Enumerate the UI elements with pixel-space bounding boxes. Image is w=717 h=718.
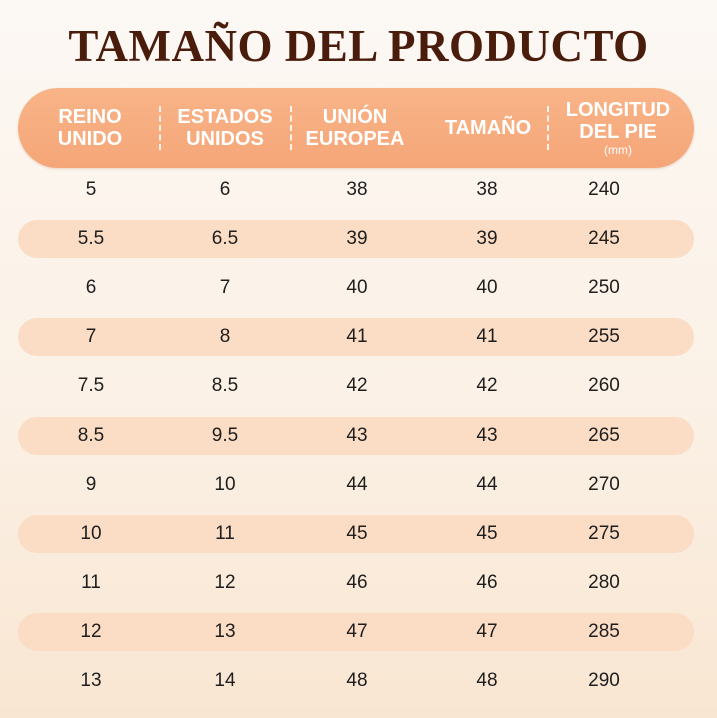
cell-eu-size: 39	[346, 228, 368, 249]
header-foot-length-line1: LONGITUD	[565, 99, 671, 121]
cell-uk-size: 5.5	[77, 228, 105, 249]
table-row: 9 10 44 44 270	[18, 466, 694, 504]
header-foot-length-unit: (mm)	[604, 143, 632, 157]
cell-size: 47	[476, 621, 498, 642]
table-row: 12 13 47 47 285	[18, 613, 694, 651]
cell-eu-size: 40	[346, 277, 368, 298]
header-foot-length-line2: DEL PIE	[579, 121, 657, 143]
cell-uk-size: 13	[80, 670, 102, 691]
cell-us-size: 8	[219, 326, 231, 347]
cell-eu-size: 44	[346, 474, 368, 495]
cell-us-size: 10	[214, 474, 236, 495]
header-divider	[159, 106, 161, 150]
header-eu-line1: UNIÓN	[322, 106, 388, 128]
table-row: 11 12 46 46 280	[18, 564, 694, 602]
header-divider	[290, 106, 292, 150]
cell-size: 46	[476, 572, 498, 593]
cell-size: 38	[476, 179, 498, 200]
cell-uk-size: 12	[80, 621, 102, 642]
table-row: 13 14 48 48 290	[18, 662, 694, 700]
cell-us-size: 6.5	[211, 228, 239, 249]
header-uk-line1: REINO	[58, 106, 122, 128]
cell-eu-size: 47	[346, 621, 368, 642]
cell-uk-size: 6	[85, 277, 97, 298]
cell-eu-size: 45	[346, 523, 368, 544]
cell-uk-size: 9	[85, 474, 97, 495]
cell-size: 42	[476, 375, 498, 396]
header-uk-line2: UNIDO	[57, 128, 123, 150]
header-uk: REINO UNIDO	[40, 88, 140, 168]
cell-us-size: 12	[214, 572, 236, 593]
table-row: 5.5 6.5 39 39 245	[18, 220, 694, 258]
cell-us-size: 6	[219, 179, 231, 200]
cell-foot-length: 265	[588, 425, 620, 446]
cell-size: 45	[476, 523, 498, 544]
table-header: REINO UNIDO ESTADOS UNIDOS UNIÓN EUROPEA…	[18, 88, 694, 168]
header-eu-line2: EUROPEA	[305, 128, 405, 150]
header-us-line2: UNIDOS	[186, 128, 264, 150]
header-eu: UNIÓN EUROPEA	[300, 88, 410, 168]
cell-us-size: 13	[214, 621, 236, 642]
cell-foot-length: 250	[588, 277, 620, 298]
cell-eu-size: 42	[346, 375, 368, 396]
cell-uk-size: 5	[85, 179, 97, 200]
cell-uk-size: 7	[85, 326, 97, 347]
cell-uk-size: 7.5	[77, 375, 105, 396]
table-row: 7.5 8.5 42 42 260	[18, 367, 694, 405]
cell-us-size: 8.5	[211, 375, 239, 396]
table-row: 6 7 40 40 250	[18, 269, 694, 307]
cell-eu-size: 38	[346, 179, 368, 200]
cell-foot-length: 245	[588, 228, 620, 249]
table-row: 8.5 9.5 43 43 265	[18, 417, 694, 455]
cell-size: 43	[476, 425, 498, 446]
cell-foot-length: 270	[588, 474, 620, 495]
header-us: ESTADOS UNIDOS	[165, 88, 285, 168]
cell-size: 40	[476, 277, 498, 298]
header-divider	[547, 106, 549, 150]
cell-size: 44	[476, 474, 498, 495]
cell-foot-length: 290	[588, 670, 620, 691]
cell-foot-length: 275	[588, 523, 620, 544]
cell-uk-size: 8.5	[77, 425, 105, 446]
cell-us-size: 9.5	[211, 425, 239, 446]
cell-foot-length: 280	[588, 572, 620, 593]
cell-size: 41	[476, 326, 498, 347]
cell-foot-length: 260	[588, 375, 620, 396]
cell-eu-size: 43	[346, 425, 368, 446]
cell-size: 39	[476, 228, 498, 249]
cell-eu-size: 41	[346, 326, 368, 347]
cell-foot-length: 240	[588, 179, 620, 200]
header-size: TAMAÑO	[430, 88, 546, 168]
cell-us-size: 11	[215, 523, 235, 544]
cell-uk-size: 10	[80, 523, 102, 544]
header-foot-length: LONGITUD DEL PIE (mm)	[553, 88, 683, 168]
cell-us-size: 7	[219, 277, 231, 298]
cell-uk-size: 11	[81, 572, 101, 593]
header-size-line1: TAMAÑO	[444, 117, 532, 139]
cell-eu-size: 46	[346, 572, 368, 593]
cell-foot-length: 255	[588, 326, 620, 347]
cell-foot-length: 285	[588, 621, 620, 642]
table-row: 7 8 41 41 255	[18, 318, 694, 356]
header-us-line1: ESTADOS	[177, 106, 273, 128]
table-row: 5 6 38 38 240	[18, 171, 694, 209]
cell-eu-size: 48	[346, 670, 368, 691]
cell-size: 48	[476, 670, 498, 691]
table-row: 10 11 45 45 275	[18, 515, 694, 553]
page-title: TAMAÑO DEL PRODUCTO	[68, 21, 649, 71]
cell-us-size: 14	[214, 670, 236, 691]
